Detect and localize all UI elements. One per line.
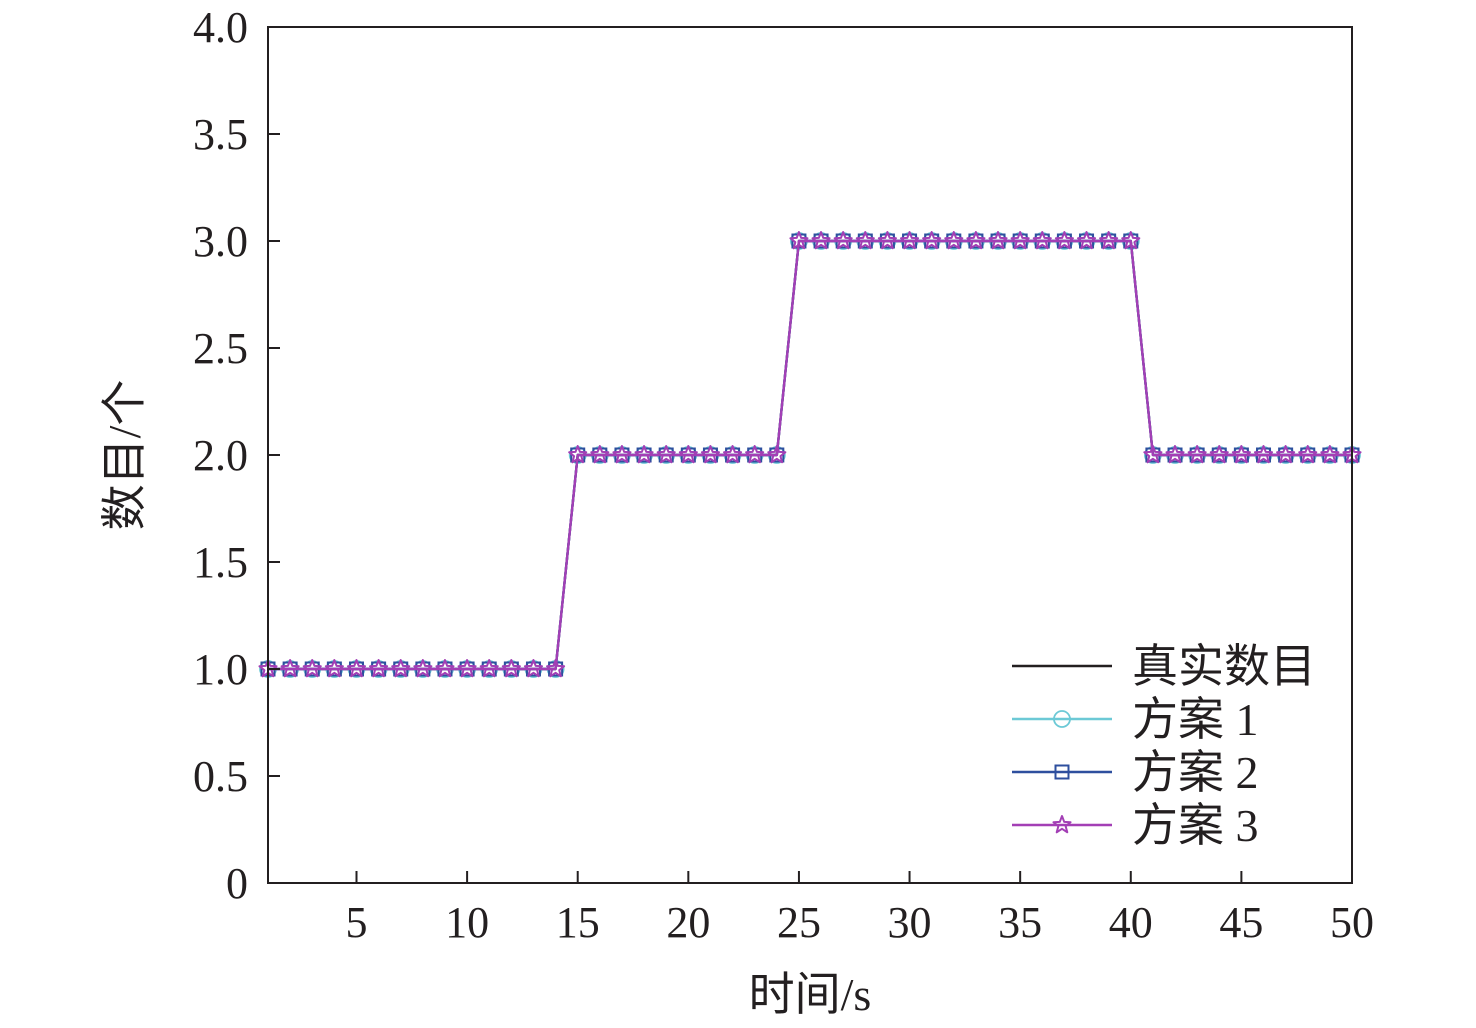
series-4: [258, 231, 1362, 678]
star-marker: [678, 445, 698, 464]
star-marker: [1010, 231, 1030, 250]
y-tick-label: 0.5: [193, 752, 248, 801]
x-tick-label: 45: [1219, 898, 1263, 947]
star-marker: [966, 231, 986, 250]
star-marker: [457, 659, 477, 678]
star-marker: [280, 659, 300, 678]
star-marker: [1143, 445, 1163, 464]
star-marker: [568, 445, 588, 464]
star-marker: [1253, 445, 1274, 464]
y-tick-label: 3.0: [193, 217, 248, 266]
star-marker: [745, 445, 765, 464]
star-marker: [346, 659, 367, 678]
star-marker: [811, 231, 831, 250]
square-marker: [1054, 764, 1070, 780]
star-marker: [324, 659, 344, 678]
star-marker: [369, 659, 389, 678]
star-marker: [1231, 445, 1251, 464]
star-marker: [435, 659, 455, 678]
legend-label: 方案 2: [1132, 747, 1259, 798]
y-tick-label: 1.5: [193, 538, 248, 587]
x-axis-title: 时间/s: [749, 969, 872, 1020]
star-marker: [1209, 445, 1229, 464]
star-marker: [1054, 231, 1074, 250]
star-marker: [479, 659, 499, 678]
star-marker: [634, 445, 654, 464]
y-tick-label: 4.0: [193, 3, 248, 52]
star-marker: [1276, 445, 1296, 464]
circle-marker: [1053, 710, 1071, 728]
star-marker: [1032, 231, 1052, 250]
x-tick-label: 15: [556, 898, 600, 947]
x-tick-label: 30: [888, 898, 932, 947]
star-marker: [546, 659, 566, 678]
x-tick-label: 40: [1109, 898, 1153, 947]
star-marker: [723, 445, 743, 464]
y-tick-label: 2.0: [193, 431, 248, 480]
legend-label: 真实数目: [1132, 641, 1316, 692]
y-tick-label: 0: [226, 859, 248, 908]
series-line: [268, 239, 1352, 671]
x-tick-label: 35: [998, 898, 1042, 947]
legend-label: 方案 3: [1132, 800, 1259, 851]
y-tick-label: 3.5: [193, 110, 248, 159]
star-marker: [1121, 231, 1141, 250]
star-marker: [1099, 231, 1119, 250]
axis-layer: 5 10 15 20 25 30 35 40 45 50 0 0.5 1.0 1.5 2.0 2.5 3.0 3.…: [193, 3, 1374, 947]
star-marker: [523, 659, 544, 678]
star-marker: [944, 231, 964, 250]
star-marker: [700, 445, 721, 464]
series-layer: [258, 231, 1362, 678]
star-marker: [877, 231, 897, 250]
legend-item: 真实数目: [1012, 641, 1316, 692]
star-marker: [1187, 445, 1207, 464]
legend-item: 方案 2: [1012, 747, 1259, 798]
star-marker: [833, 231, 853, 250]
star-marker: [988, 231, 1008, 250]
y-axis-title: 数目/个: [99, 380, 150, 531]
star-marker: [590, 445, 610, 464]
star-marker: [1052, 815, 1072, 834]
star-marker: [302, 659, 322, 678]
star-marker: [899, 231, 920, 250]
star-marker: [612, 445, 632, 464]
star-marker: [1298, 445, 1318, 464]
legend-item: 方案 1: [1012, 694, 1259, 745]
star-marker: [1076, 231, 1097, 250]
star-marker: [767, 445, 787, 464]
star-marker: [391, 659, 411, 678]
legend-label: 方案 1: [1132, 694, 1259, 745]
star-marker: [1320, 445, 1340, 464]
x-tick-label: 20: [666, 898, 710, 947]
legend-item: 方案 3: [1012, 800, 1259, 851]
y-tick-label: 1.0: [193, 645, 248, 694]
star-marker: [501, 659, 521, 678]
star-marker: [656, 445, 676, 464]
star-marker: [922, 231, 942, 250]
y-tick-label: 2.5: [193, 324, 248, 373]
x-tick-label: 50: [1330, 898, 1374, 947]
star-marker: [413, 659, 433, 678]
x-tick-label: 10: [445, 898, 489, 947]
x-tick-label: 5: [345, 898, 367, 947]
star-marker: [789, 231, 809, 250]
star-marker: [855, 231, 875, 250]
x-tick-label: 25: [777, 898, 821, 947]
star-marker: [1165, 445, 1185, 464]
